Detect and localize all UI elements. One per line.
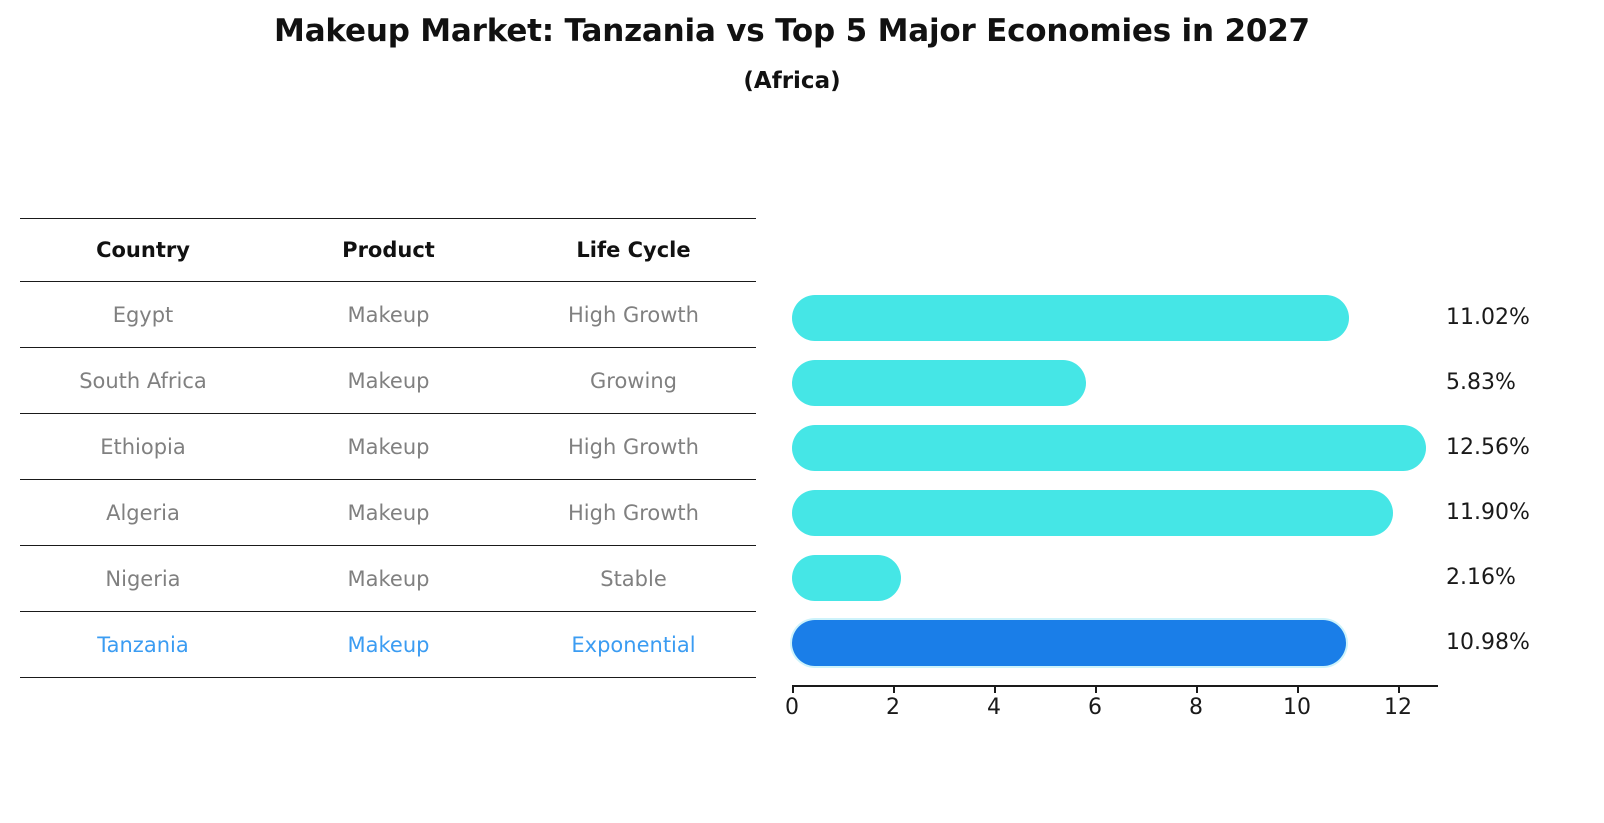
table-header-row: Country Product Life Cycle <box>20 218 756 282</box>
bar-value-label: 10.98% <box>1446 630 1530 655</box>
bar-nigeria <box>792 555 902 601</box>
table-row: Nigeria Makeup Stable <box>20 545 756 612</box>
table-body: Egypt Makeup High Growth South Africa Makeup… <box>20 281 756 678</box>
x-axis-tick <box>1196 685 1198 693</box>
table-cell-life-cycle: High Growth <box>511 413 756 480</box>
x-axis-tick-label: 12 <box>1384 695 1412 720</box>
x-axis-tick-label: 8 <box>1189 695 1203 720</box>
x-axis-tick <box>1297 685 1299 693</box>
table-cell-country: Egypt <box>20 281 266 348</box>
x-axis-tick <box>893 685 895 693</box>
column-header-life-cycle: Life Cycle <box>511 218 756 282</box>
bar-row: 5.83% <box>792 360 1604 406</box>
table-cell-country: Ethiopia <box>20 413 266 480</box>
bar-egypt <box>792 295 1349 341</box>
table-cell-country: Nigeria <box>20 545 266 612</box>
table-cell-product: Makeup <box>266 611 511 678</box>
bar-value-label: 11.02% <box>1446 305 1530 330</box>
table-cell-life-cycle: Stable <box>511 545 756 612</box>
page-subtitle: (Africa) <box>743 67 841 94</box>
table-cell-product: Makeup <box>266 281 511 348</box>
bar-value-label: 2.16% <box>1446 565 1516 590</box>
bar-value-label: 5.83% <box>1446 370 1516 395</box>
x-axis-tick-label: 4 <box>987 695 1001 720</box>
table-cell-life-cycle: Growing <box>511 347 756 414</box>
table-cell-product: Makeup <box>266 413 511 480</box>
x-axis-tick <box>994 685 996 693</box>
table-row: Ethiopia Makeup High Growth <box>20 413 756 480</box>
table-cell-product: Makeup <box>266 545 511 612</box>
table-head: Country Product Life Cycle <box>20 218 756 282</box>
table-cell-country: Algeria <box>20 479 266 546</box>
table-cell-product: Makeup <box>266 479 511 546</box>
bar-value-label: 12.56% <box>1446 435 1530 460</box>
table-row: South Africa Makeup Growing <box>20 347 756 414</box>
bar-ethiopia <box>792 425 1427 471</box>
x-axis-line <box>792 685 1439 687</box>
column-header-product: Product <box>266 218 511 282</box>
table-cell-country: Tanzania <box>20 611 266 678</box>
x-axis-tick-label: 6 <box>1088 695 1102 720</box>
table-cell-country: South Africa <box>20 347 266 414</box>
page-title: Makeup Market: Tanzania vs Top 5 Major E… <box>274 13 1310 49</box>
table-cell-life-cycle: High Growth <box>511 281 756 348</box>
bar-row: 12.56% <box>792 425 1604 471</box>
chart-title-block: Makeup Market: Tanzania vs Top 5 Major E… <box>0 12 1584 96</box>
data-table-wrapper: Country Product Life Cycle Egypt Makeup Hi… <box>20 218 756 678</box>
x-axis-tick <box>792 685 794 693</box>
x-axis-tick-label: 2 <box>886 695 900 720</box>
bar-algeria <box>792 490 1393 536</box>
table-row: Algeria Makeup High Growth <box>20 479 756 546</box>
table-cell-product: Makeup <box>266 347 511 414</box>
bar-row: 11.02% <box>792 295 1604 341</box>
bar-row: 11.90% <box>792 490 1604 536</box>
bar-value-label: 11.90% <box>1446 500 1530 525</box>
x-axis-tick <box>1095 685 1097 693</box>
bar-row: 2.16% <box>792 555 1604 601</box>
table-cell-life-cycle: Exponential <box>511 611 756 678</box>
x-axis-tick-label: 0 <box>785 695 799 720</box>
bar-tanzania <box>792 620 1347 666</box>
x-axis-tick-label: 10 <box>1283 695 1311 720</box>
table-row: Tanzania Makeup Exponential <box>20 611 756 678</box>
bar-south-africa <box>792 360 1087 406</box>
bar-row: 10.98% <box>792 620 1604 666</box>
column-header-country: Country <box>20 218 266 282</box>
table-row: Egypt Makeup High Growth <box>20 281 756 348</box>
data-table: Country Product Life Cycle Egypt Makeup Hi… <box>20 218 756 678</box>
table-cell-life-cycle: High Growth <box>511 479 756 546</box>
x-axis-tick <box>1398 685 1400 693</box>
